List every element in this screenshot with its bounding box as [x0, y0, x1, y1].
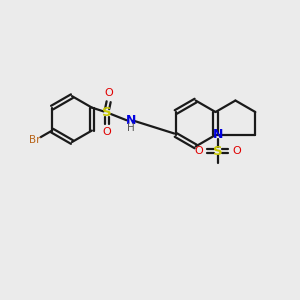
- Text: O: O: [232, 146, 241, 156]
- Text: H: H: [128, 123, 135, 133]
- Text: O: O: [104, 88, 113, 98]
- Text: N: N: [213, 128, 223, 142]
- Text: O: O: [195, 146, 203, 156]
- Text: S: S: [213, 145, 223, 158]
- Text: Br: Br: [29, 135, 41, 146]
- Text: O: O: [103, 127, 112, 137]
- Text: S: S: [102, 106, 112, 119]
- Text: N: N: [125, 114, 136, 127]
